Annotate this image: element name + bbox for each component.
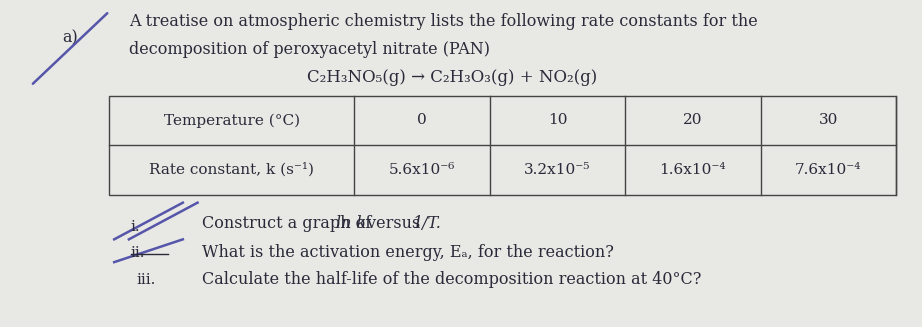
Text: Construct a graph of: Construct a graph of — [203, 215, 377, 232]
Text: 7.6x10⁻⁴: 7.6x10⁻⁴ — [795, 163, 861, 177]
Text: A treatise on atmospheric chemistry lists the following rate constants for the: A treatise on atmospheric chemistry list… — [129, 13, 758, 30]
Text: ln k: ln k — [337, 215, 367, 232]
Text: Calculate the half-life of the decomposition reaction at 40°C?: Calculate the half-life of the decomposi… — [203, 271, 702, 288]
Text: decomposition of peroxyacetyl nitrate (PAN): decomposition of peroxyacetyl nitrate (P… — [129, 41, 490, 58]
Text: What is the activation energy, Eₐ, for the reaction?: What is the activation energy, Eₐ, for t… — [203, 244, 614, 261]
Text: Temperature (°C): Temperature (°C) — [164, 113, 300, 128]
Text: 20: 20 — [683, 113, 703, 128]
Text: 10: 10 — [548, 113, 567, 128]
Text: 1.6x10⁻⁴: 1.6x10⁻⁴ — [659, 163, 727, 177]
Bar — [110, 95, 896, 195]
Text: ii.: ii. — [131, 246, 146, 260]
Text: 30: 30 — [819, 113, 838, 128]
Text: a): a) — [62, 29, 78, 46]
Text: iii.: iii. — [136, 273, 156, 287]
Text: 1/T.: 1/T. — [413, 215, 442, 232]
Text: 5.6x10⁻⁶: 5.6x10⁻⁶ — [389, 163, 455, 177]
Text: i.: i. — [131, 219, 140, 233]
Text: 3.2x10⁻⁵: 3.2x10⁻⁵ — [525, 163, 591, 177]
Text: C₂H₃NO₅(g) → C₂H₃O₃(g) + NO₂(g): C₂H₃NO₅(g) → C₂H₃O₃(g) + NO₂(g) — [307, 69, 597, 86]
Text: Rate constant, k (s⁻¹): Rate constant, k (s⁻¹) — [149, 163, 314, 177]
Text: 0: 0 — [418, 113, 427, 128]
Text: versus: versus — [361, 215, 425, 232]
